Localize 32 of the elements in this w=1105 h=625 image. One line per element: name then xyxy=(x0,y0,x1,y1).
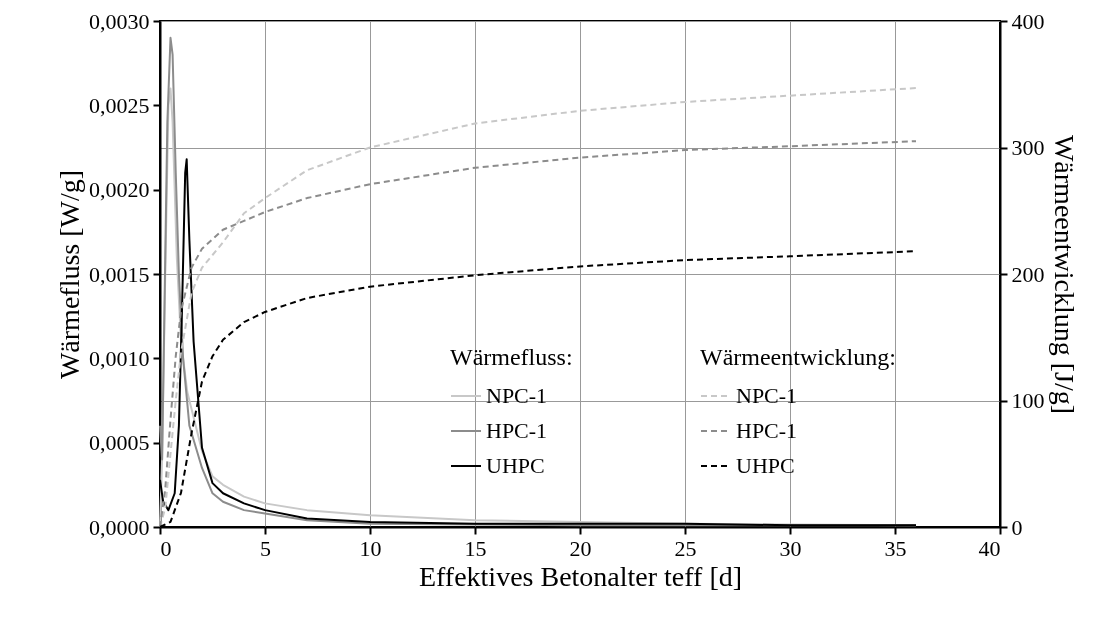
y-tick-label: 0,0020 xyxy=(89,177,150,203)
legend-label: UHPC xyxy=(486,453,545,478)
y-tick-label: 0,0015 xyxy=(89,261,150,287)
legend-label: NPC-1 xyxy=(736,383,798,408)
y2-tick-label: 200 xyxy=(1011,261,1045,287)
y-axis-title: Wärmefluss [W/g] xyxy=(54,169,85,380)
x-tick-label: 15 xyxy=(464,535,487,561)
legend-label: NPC-1 xyxy=(486,383,548,408)
x-tick-label: 30 xyxy=(779,535,802,561)
x-axis-title: Effektives Betonalter teff [d] xyxy=(418,560,743,592)
text: Wärmeentwicklung: xyxy=(700,344,896,370)
y2-tick-label: 400 xyxy=(1011,8,1045,34)
x-tick-label: 5 xyxy=(260,535,271,561)
y2-axis-title: Wärmeentwicklung [J/g] xyxy=(1048,134,1080,415)
x-tick-label: 35 xyxy=(884,535,907,561)
x-tick-label: 0 xyxy=(160,535,172,561)
legend-label: HPC-1 xyxy=(486,418,548,443)
y-tick-label: 0,0000 xyxy=(89,514,150,540)
y-tick-label: 0,0005 xyxy=(89,430,150,456)
y2-tick-label: 0 xyxy=(1011,514,1023,540)
x-tick-label: 40 xyxy=(978,535,1001,561)
y-tick-label: 0,0010 xyxy=(89,345,150,371)
y-tick-label: 0,0030 xyxy=(89,8,150,34)
text: Wärmefluss: xyxy=(450,344,573,370)
y-tick-label: 0,0025 xyxy=(89,92,150,118)
x-tick-label: 10 xyxy=(359,535,382,561)
y2-tick-label: 300 xyxy=(1011,135,1045,160)
legend-label: UHPC xyxy=(736,453,795,478)
y2-tick-label: 100 xyxy=(1011,388,1045,413)
x-tick-label: 25 xyxy=(674,535,697,561)
x-tick-label: 20 xyxy=(569,535,592,561)
legend-label: HPC-1 xyxy=(736,418,798,443)
